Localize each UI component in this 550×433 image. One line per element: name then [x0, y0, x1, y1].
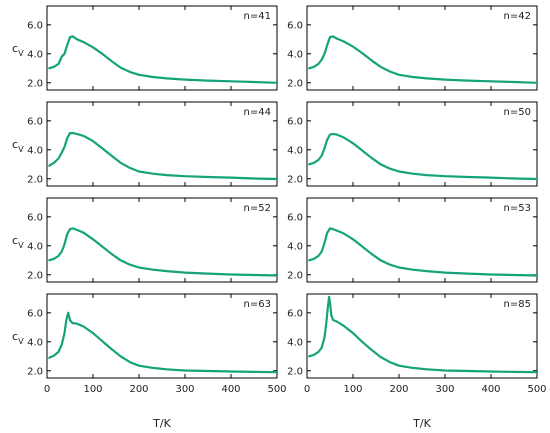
x-tick-label: 500 — [267, 384, 286, 395]
y-tick-label: 4.0 — [287, 337, 303, 348]
y-tick-label: 4.0 — [27, 337, 43, 348]
series-line — [308, 295, 539, 374]
panel-frame — [46, 101, 278, 187]
y-tick-label: 2.0 — [287, 78, 303, 89]
y-tick-label: 4.0 — [287, 49, 303, 60]
series-line — [48, 311, 279, 374]
y-axis-title: cV — [12, 234, 24, 250]
panel-frame — [306, 293, 538, 379]
x-tick-label: 200 — [389, 384, 408, 395]
y-tick-label: 6.0 — [27, 308, 43, 319]
x-tick-label: 100 — [83, 384, 102, 395]
panel-frame — [46, 197, 278, 283]
y-tick-label: 6.0 — [287, 212, 303, 223]
series-line — [48, 132, 279, 181]
panel-frame — [306, 197, 538, 283]
x-tick-label: 400 — [221, 384, 240, 395]
panel-2: 2.0 4.0 6.0 n=42 — [287, 5, 539, 91]
panel-label: n=53 — [504, 203, 531, 214]
x-tick-label: 300 — [435, 384, 454, 395]
x-tick-label: 400 — [481, 384, 500, 395]
panel-3: 2.0 4.0 6.0cV n=44 — [12, 101, 279, 187]
y-tick-label: 4.0 — [27, 241, 43, 252]
panel-6: 2.0 4.0 6.0 n=53 — [287, 197, 539, 283]
panel-frame — [46, 293, 278, 379]
series-line — [48, 227, 279, 277]
y-axis-title: cV — [12, 330, 24, 346]
x-tick-label: 200 — [129, 384, 148, 395]
panel-5: 2.0 4.0 6.0cV n=52 — [12, 197, 279, 283]
x-tick-label: 0 — [304, 384, 310, 395]
x-axis-title-right: T/K — [412, 417, 431, 430]
panel-label: n=85 — [504, 299, 531, 310]
y-tick-label: 2.0 — [287, 270, 303, 281]
series-line — [308, 132, 539, 181]
y-tick-label: 6.0 — [287, 116, 303, 127]
y-tick-label: 4.0 — [27, 49, 43, 60]
y-axis-title: cV — [12, 42, 24, 58]
panel-8: 2.0 4.0 6.0 0 100 200 300 400 500 n=85 — [287, 293, 547, 395]
panel-label: n=41 — [244, 11, 271, 22]
y-tick-label: 6.0 — [27, 212, 43, 223]
panel-label: n=52 — [244, 203, 271, 214]
panel-label: n=63 — [244, 299, 271, 310]
y-tick-label: 4.0 — [287, 241, 303, 252]
panel-4: 2.0 4.0 6.0 n=50 — [287, 101, 539, 187]
y-tick-label: 2.0 — [27, 174, 43, 185]
y-tick-label: 2.0 — [27, 78, 43, 89]
x-axis-title-left: T/K — [152, 417, 171, 430]
x-tick-label: 500 — [527, 384, 546, 395]
y-tick-label: 6.0 — [27, 116, 43, 127]
y-tick-label: 4.0 — [27, 145, 43, 156]
y-tick-label: 2.0 — [27, 270, 43, 281]
panel-frame — [306, 5, 538, 91]
panel-label: n=42 — [504, 11, 531, 22]
y-tick-label: 6.0 — [27, 20, 43, 31]
y-tick-label: 6.0 — [287, 20, 303, 31]
x-tick-label: 100 — [343, 384, 362, 395]
panels-layer: 2.04.06.0cVn=412.04.06.0n=422.04.06.0cVn… — [12, 5, 547, 395]
x-tick-label: 0 — [44, 384, 50, 395]
panel-label: n=50 — [504, 107, 531, 118]
y-tick-label: 2.0 — [287, 174, 303, 185]
series-line — [48, 35, 279, 84]
y-tick-label: 2.0 — [287, 366, 303, 377]
series-line — [308, 35, 539, 84]
panel-frame — [306, 101, 538, 187]
y-tick-label: 2.0 — [27, 366, 43, 377]
panel-7: 2.0 4.0 6.0 0 100 200 300 400 500 cV n=63 — [12, 293, 287, 395]
series-line — [308, 227, 539, 277]
panel-1: 2.0 4.0 6.0cV n=41 — [12, 5, 279, 91]
y-tick-label: 4.0 — [287, 145, 303, 156]
x-tick-label: 300 — [175, 384, 194, 395]
y-axis-title: cV — [12, 138, 24, 154]
panel-label: n=44 — [244, 107, 271, 118]
y-tick-label: 6.0 — [287, 308, 303, 319]
panel-frame — [46, 5, 278, 91]
